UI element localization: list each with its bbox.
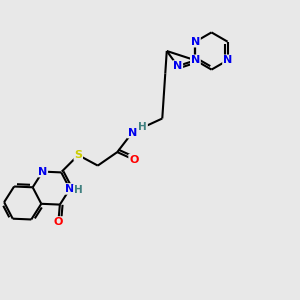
Text: H: H [74, 185, 82, 195]
Text: N: N [191, 55, 200, 65]
Text: N: N [128, 128, 137, 138]
Text: N: N [65, 184, 74, 194]
Text: S: S [74, 150, 82, 160]
Text: O: O [129, 154, 139, 165]
Text: H: H [138, 122, 147, 133]
Text: N: N [191, 37, 200, 47]
Text: O: O [54, 217, 63, 227]
Text: N: N [223, 55, 232, 65]
Text: N: N [173, 61, 182, 71]
Text: N: N [38, 167, 47, 177]
